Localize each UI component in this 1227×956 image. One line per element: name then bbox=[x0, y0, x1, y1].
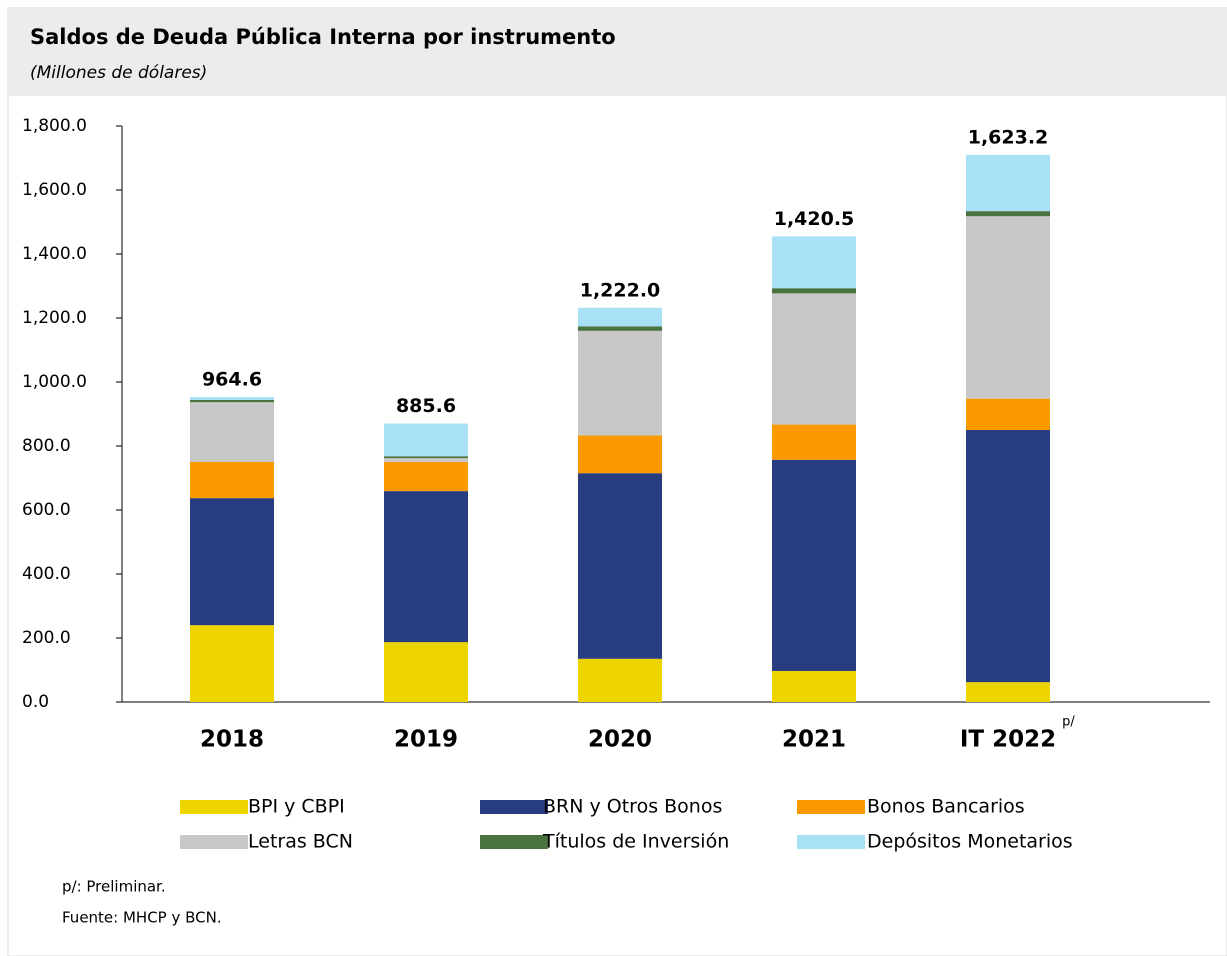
y-tick-label: 1,200.0 bbox=[22, 308, 87, 328]
legend-swatch bbox=[480, 800, 548, 814]
note: p/: Preliminar. bbox=[62, 878, 166, 896]
bar-segment bbox=[578, 473, 662, 659]
total-label: 1,623.2 bbox=[968, 126, 1049, 148]
bar-segment bbox=[578, 307, 662, 327]
bar-segment bbox=[384, 423, 468, 457]
bar-segment bbox=[966, 216, 1050, 399]
y-tick-label: 400.0 bbox=[22, 564, 71, 584]
legend-label: BPI y CBPI bbox=[248, 796, 345, 818]
legend-label: Bonos Bancarios bbox=[867, 796, 1025, 818]
bar-segment bbox=[384, 458, 468, 462]
total-label: 1,420.5 bbox=[774, 208, 855, 230]
chart-subtitle: (Millones de dólares) bbox=[30, 63, 207, 83]
legend-swatch bbox=[180, 800, 248, 814]
x-tick-label: 2021 bbox=[782, 727, 846, 753]
bar-segment bbox=[190, 399, 274, 403]
y-tick-label: 1,000.0 bbox=[22, 372, 87, 392]
bar-segment bbox=[966, 154, 1050, 212]
legend-label: BRN y Otros Bonos bbox=[543, 796, 722, 818]
note: Fuente: MHCP y BCN. bbox=[62, 909, 222, 927]
chart-title: Saldos de Deuda Pública Interna por inst… bbox=[30, 25, 616, 49]
y-tick-label: 600.0 bbox=[22, 500, 71, 520]
bar-segment bbox=[772, 293, 856, 425]
bar-segment bbox=[190, 498, 274, 626]
legend-label: Letras BCN bbox=[248, 831, 353, 853]
bar-segment bbox=[772, 236, 856, 289]
bar-segment bbox=[966, 430, 1050, 683]
bar-segment bbox=[190, 397, 274, 400]
category-note: p/ bbox=[1062, 715, 1075, 730]
y-tick-label: 1,400.0 bbox=[22, 244, 87, 264]
x-tick-label: 2019 bbox=[394, 727, 458, 753]
total-label: 1,222.0 bbox=[580, 279, 661, 301]
x-tick-label: 2020 bbox=[588, 727, 652, 753]
y-tick-label: 800.0 bbox=[22, 436, 71, 456]
bar-segment bbox=[772, 424, 856, 460]
bar-segment bbox=[384, 462, 468, 492]
x-tick-label: 2018 bbox=[200, 727, 264, 753]
bar-segment bbox=[384, 456, 468, 459]
legend-swatch bbox=[180, 835, 248, 849]
bar-segment bbox=[578, 330, 662, 436]
bar-segment bbox=[384, 491, 468, 643]
total-label: 964.6 bbox=[202, 369, 262, 391]
bar-segment bbox=[190, 402, 274, 462]
bar-segment bbox=[190, 625, 274, 702]
legend-swatch bbox=[797, 835, 865, 849]
legend-label: Títulos de Inversión bbox=[542, 831, 729, 853]
x-tick-label: IT 2022 bbox=[960, 727, 1056, 753]
bar-segment bbox=[966, 211, 1050, 217]
bar-segment bbox=[578, 658, 662, 702]
bar-segment bbox=[966, 398, 1050, 430]
bar-segment bbox=[578, 435, 662, 474]
bar-segment bbox=[578, 326, 662, 331]
bar-segment bbox=[772, 288, 856, 294]
y-tick-label: 1,600.0 bbox=[22, 180, 87, 200]
bar-segment bbox=[190, 462, 274, 499]
bar-segment bbox=[966, 682, 1050, 702]
y-tick-label: 200.0 bbox=[22, 628, 71, 648]
header bbox=[8, 8, 1227, 96]
bar-segment bbox=[772, 670, 856, 702]
bar-segment bbox=[772, 459, 856, 671]
total-label: 885.6 bbox=[396, 395, 456, 417]
legend-swatch bbox=[797, 800, 865, 814]
y-tick-label: 1,800.0 bbox=[22, 116, 87, 136]
y-tick-label: 0.0 bbox=[22, 692, 49, 712]
legend-swatch bbox=[480, 835, 548, 849]
bar-segment bbox=[384, 642, 468, 702]
legend-label: Depósitos Monetarios bbox=[867, 831, 1073, 853]
